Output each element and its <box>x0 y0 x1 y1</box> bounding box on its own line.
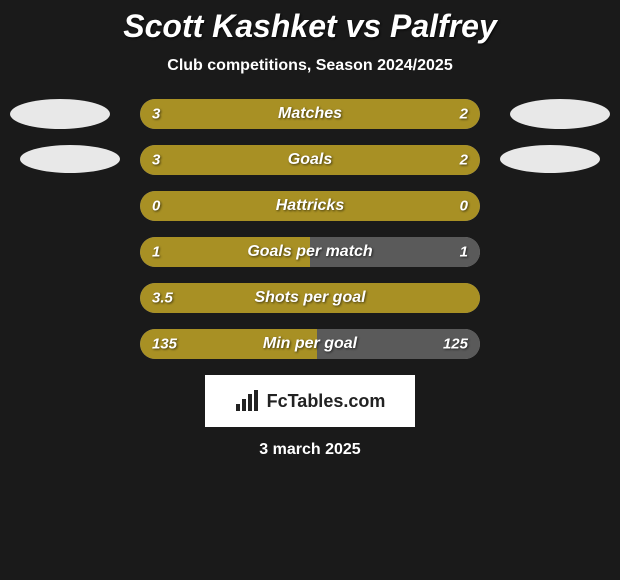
decor-ellipse-right-2 <box>500 145 600 173</box>
stats-area: 3 Matches 2 3 Goals 2 0 Hattricks 0 1 Go… <box>0 99 620 359</box>
stat-value-right: 1 <box>460 244 468 261</box>
date-text: 3 march 2025 <box>0 441 620 459</box>
stat-row: 3.5 Shots per goal <box>140 283 480 313</box>
stat-value-right: 2 <box>460 106 468 123</box>
stat-label: Goals per match <box>140 243 480 261</box>
subtitle: Club competitions, Season 2024/2025 <box>0 57 620 75</box>
stat-row: 1 Goals per match 1 <box>140 237 480 267</box>
stat-label: Shots per goal <box>140 289 480 307</box>
stat-value-right: 0 <box>460 198 468 215</box>
decor-ellipse-right-1 <box>510 99 610 129</box>
stat-row: 0 Hattricks 0 <box>140 191 480 221</box>
stat-value-right: 2 <box>460 152 468 169</box>
comparison-infographic: Scott Kashket vs Palfrey Club competitio… <box>0 0 620 459</box>
stat-label: Goals <box>140 151 480 169</box>
logo-text: FcTables.com <box>267 391 386 412</box>
stat-label: Matches <box>140 105 480 123</box>
decor-ellipse-left-1 <box>10 99 110 129</box>
stat-row: 135 Min per goal 125 <box>140 329 480 359</box>
page-title: Scott Kashket vs Palfrey <box>0 8 620 45</box>
stat-value-right: 125 <box>443 336 468 353</box>
stat-label: Hattricks <box>140 197 480 215</box>
bar-chart-icon <box>235 390 261 412</box>
stat-label: Min per goal <box>140 335 480 353</box>
stat-row: 3 Goals 2 <box>140 145 480 175</box>
decor-ellipse-left-2 <box>20 145 120 173</box>
logo-box: FcTables.com <box>205 375 415 427</box>
stat-row: 3 Matches 2 <box>140 99 480 129</box>
